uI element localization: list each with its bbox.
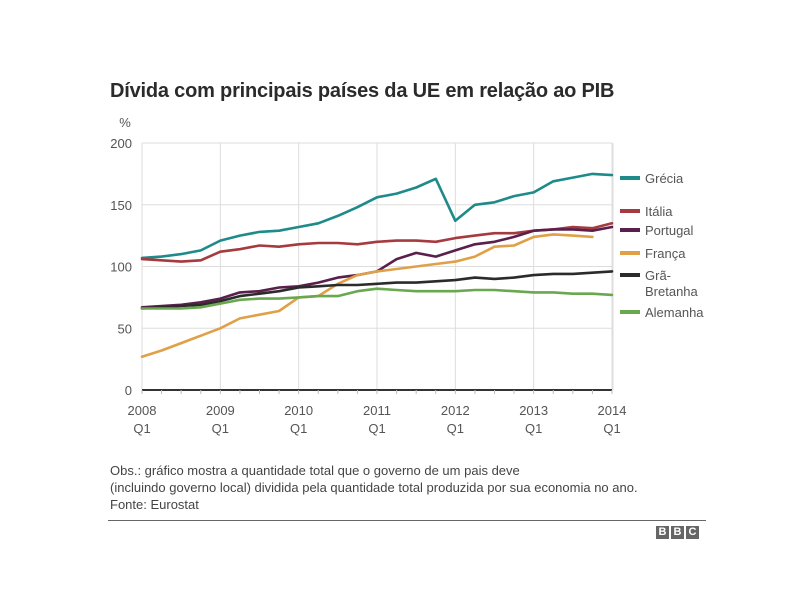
note-line-1: Obs.: gráfico mostra a quantidade total … [110, 463, 520, 478]
note-line-2: (incluindo governo local) dividida pela … [110, 480, 638, 495]
series-line-fran-a [140, 233, 594, 358]
series-line-gr-bretanha [140, 270, 614, 310]
series-line-gr-cia [140, 172, 614, 260]
logo-letter: C [686, 526, 699, 539]
legend-label: Grécia [645, 171, 684, 186]
x-tick-quarter: Q1 [368, 421, 385, 436]
series-lines [140, 172, 614, 358]
x-tick-year: 2009 [206, 403, 235, 418]
legend-label: Alemanha [645, 305, 704, 320]
series-line-alemanha [140, 287, 614, 310]
y-tick-label: 50 [118, 321, 132, 336]
x-tick-year: 2011 [363, 403, 391, 418]
x-tick-year: 2010 [284, 403, 313, 418]
legend-label: Portugal [645, 223, 694, 238]
logo-letter: B [671, 526, 684, 539]
chart-title: Dívida com principais países da UE em re… [110, 80, 615, 102]
x-axis: 2008 Q1 2009 Q1 2010 Q1 2011 Q1 2012 Q1 2013 Q1 2014… [128, 389, 627, 436]
y-tick-label: 100 [110, 260, 132, 275]
x-tick-quarter: Q1 [212, 421, 229, 436]
y-tick-label: 200 [110, 136, 132, 151]
x-tick-quarter: Q1 [133, 421, 150, 436]
divider [108, 520, 706, 521]
legend-label: França [645, 246, 686, 261]
grid [141, 142, 614, 390]
x-tick-year: 2008 [128, 403, 157, 418]
y-tick-label: 150 [110, 198, 132, 213]
y-axis: 0 50 100 150 200% [110, 115, 132, 398]
logo-letter: B [656, 526, 669, 539]
y-tick-label: 0 [125, 383, 132, 398]
x-tick-quarter: Q1 [603, 421, 620, 436]
x-tick-year: 2014 [598, 403, 627, 418]
x-tick-year: 2013 [519, 403, 548, 418]
legend-label: Itália [645, 204, 673, 219]
chart-notes: Obs.: gráfico mostra a quantidade total … [110, 462, 710, 513]
x-tick-quarter: Q1 [447, 421, 464, 436]
x-tick-quarter: Q1 [290, 421, 307, 436]
legend-label: Grã- [645, 268, 671, 283]
x-tick-quarter: Q1 [525, 421, 542, 436]
y-unit-label: % [119, 115, 131, 130]
source-note: Fonte: Eurostat [110, 497, 199, 512]
x-tick-year: 2012 [441, 403, 470, 418]
legend: Grécia Itália Portugal França Grã-Bretanha Al… [620, 171, 704, 320]
legend-label: Bretanha [645, 284, 699, 299]
bbc-logo: B B C [656, 526, 699, 539]
